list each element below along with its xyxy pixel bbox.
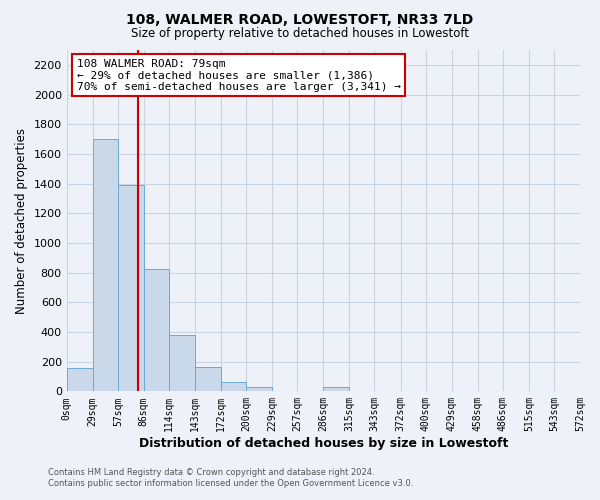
Bar <box>92 139 118 392</box>
Text: 108 WALMER ROAD: 79sqm
← 29% of detached houses are smaller (1,386)
70% of semi-: 108 WALMER ROAD: 79sqm ← 29% of detached… <box>77 58 401 92</box>
Y-axis label: Number of detached properties: Number of detached properties <box>15 128 28 314</box>
Bar <box>67 368 92 392</box>
Text: Size of property relative to detached houses in Lowestoft: Size of property relative to detached ho… <box>131 28 469 40</box>
Bar <box>323 387 349 392</box>
X-axis label: Distribution of detached houses by size in Lowestoft: Distribution of detached houses by size … <box>139 437 508 450</box>
Bar <box>195 367 221 392</box>
Bar <box>169 335 195 392</box>
Bar <box>221 382 246 392</box>
Text: 108, WALMER ROAD, LOWESTOFT, NR33 7LD: 108, WALMER ROAD, LOWESTOFT, NR33 7LD <box>127 12 473 26</box>
Bar <box>144 269 169 392</box>
Bar <box>246 387 272 392</box>
Text: Contains HM Land Registry data © Crown copyright and database right 2024.
Contai: Contains HM Land Registry data © Crown c… <box>48 468 413 487</box>
Bar <box>118 185 144 392</box>
